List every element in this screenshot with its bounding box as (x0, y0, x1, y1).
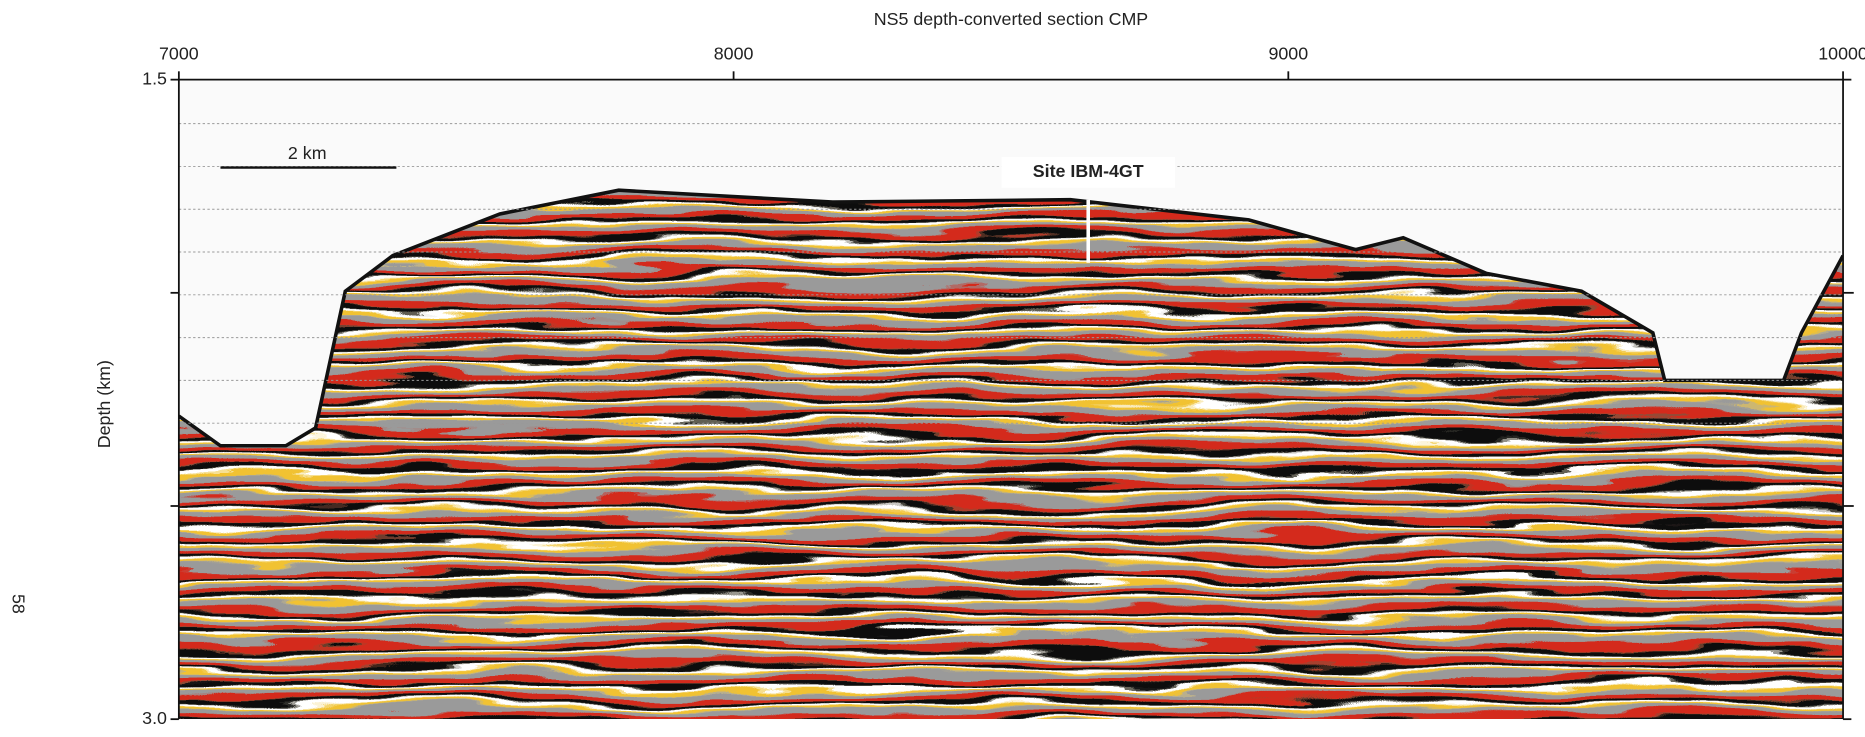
x-tick-label: 10000 (1818, 43, 1865, 63)
grid-lines (178, 123, 1844, 424)
y-tick-label: 3.0 (142, 708, 167, 728)
x-tick-label: 8000 (714, 43, 754, 63)
site-label: Site IBM-4GT (1033, 161, 1144, 181)
frame (177, 78, 1844, 720)
x-tick-label: 7000 (159, 43, 199, 63)
scale-bar-label: 2 km (288, 143, 327, 163)
y-axis-label: Depth (km) (94, 360, 114, 448)
x-tick-label: 9000 (1268, 43, 1308, 63)
title: NS5 depth-converted section CMP (874, 9, 1149, 29)
page-number: 58 (8, 594, 28, 614)
site-label-box (1001, 156, 1175, 188)
y-tick-label: 1.5 (142, 68, 167, 88)
